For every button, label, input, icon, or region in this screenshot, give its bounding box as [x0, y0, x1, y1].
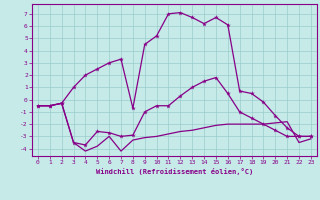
- X-axis label: Windchill (Refroidissement éolien,°C): Windchill (Refroidissement éolien,°C): [96, 168, 253, 175]
